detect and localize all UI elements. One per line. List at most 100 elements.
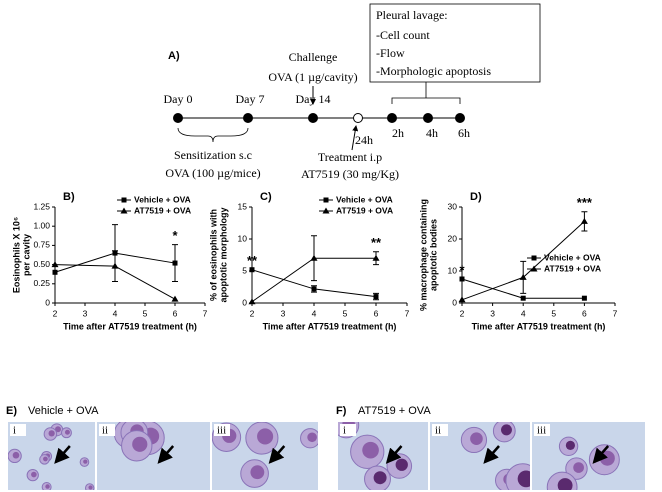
- treatment: Treatment i.p: [318, 150, 382, 164]
- marker: [520, 295, 526, 301]
- y-tick-label: 0: [45, 297, 50, 307]
- arrow: [385, 445, 403, 464]
- y-axis-label: Eosinophils X 10⁶: [11, 217, 21, 293]
- nucleus: [45, 484, 50, 489]
- y-tick-label: 0: [452, 297, 457, 307]
- sensitization: Sensitization s.c: [174, 148, 252, 162]
- image-label: iii: [537, 425, 546, 437]
- arrow: [157, 445, 175, 464]
- image-label: i: [343, 425, 346, 437]
- y-tick-label: 1.25: [33, 201, 50, 211]
- nucleus: [55, 426, 61, 433]
- marker: [322, 207, 330, 214]
- nucleus: [64, 429, 70, 435]
- y-tick-label: 1.00: [33, 220, 50, 230]
- box: [369, 3, 541, 83]
- micrograph: iii: [212, 422, 318, 490]
- x-tick-label: 3: [83, 308, 88, 318]
- challenge: OVA (1 µg/cavity): [268, 70, 357, 84]
- nucleus: [250, 465, 265, 480]
- x-axis-label: Time after AT7519 treatment (h): [472, 321, 606, 331]
- arrow: [592, 445, 610, 464]
- nucleus: [373, 471, 387, 485]
- panel-label: E): [6, 405, 17, 417]
- x-tick-label: 4: [312, 308, 317, 318]
- time-label: Day 0: [164, 92, 193, 106]
- arrow: [268, 445, 286, 464]
- x-tick-label: 6: [582, 308, 587, 318]
- x-tick-label: 2: [460, 308, 465, 318]
- marker: [530, 265, 538, 272]
- marker: [373, 294, 379, 300]
- arrow: [351, 125, 359, 151]
- panel-label: B): [63, 191, 75, 203]
- brace: [177, 127, 249, 143]
- x-tick-label: 3: [281, 308, 286, 318]
- marker: [581, 295, 587, 301]
- y-axis-label: apoptotic bodies: [428, 219, 438, 291]
- panel-label: A): [168, 50, 180, 62]
- panel-label: D): [470, 191, 482, 203]
- marker: [51, 261, 59, 268]
- legend-label: AT7519 + OVA: [336, 205, 393, 215]
- label-bg: [340, 424, 356, 436]
- box-item: -Morphologic apoptosis: [376, 64, 491, 78]
- marker: [459, 276, 465, 282]
- marker: [531, 255, 537, 261]
- sensitization: OVA (100 µg/mice): [165, 166, 260, 180]
- x-tick-label: 5: [143, 308, 148, 318]
- box-item: -Cell count: [376, 28, 430, 42]
- x-tick-label: 4: [113, 308, 118, 318]
- nucleus: [565, 440, 576, 450]
- label-bg: [214, 424, 230, 436]
- panel-label: F): [336, 405, 347, 417]
- x-axis-label: Time after AT7519 treatment (h): [263, 321, 397, 331]
- time-label: 2h: [392, 126, 404, 140]
- legend-label: Vehicle + OVA: [336, 194, 393, 204]
- label-bg: [432, 424, 448, 436]
- marker: [111, 262, 119, 269]
- x-tick-label: 3: [490, 308, 495, 318]
- annotation: **: [371, 235, 382, 250]
- marker: [171, 295, 179, 302]
- marker: [458, 296, 466, 303]
- y-tick-label: 15: [238, 201, 248, 211]
- arrow: [54, 445, 71, 464]
- x-tick-label: 2: [250, 308, 255, 318]
- label-bg: [99, 424, 115, 436]
- x-tick-label: 5: [551, 308, 556, 318]
- time-label: 6h: [458, 126, 470, 140]
- marker: [311, 286, 317, 292]
- time-point: [423, 113, 433, 123]
- y-axis-label: per cavity: [21, 234, 31, 276]
- x-tick-label: 7: [405, 308, 410, 318]
- x-axis-label: Time after AT7519 treatment (h): [63, 321, 197, 331]
- marker: [52, 269, 58, 275]
- nucleus: [557, 478, 573, 490]
- marker: [120, 207, 128, 214]
- marker: [248, 298, 256, 305]
- legend-label: AT7519 + OVA: [544, 263, 601, 273]
- nucleus: [48, 430, 55, 437]
- challenge: Challenge: [289, 50, 338, 64]
- time-label: Day 7: [236, 92, 265, 106]
- marker: [580, 217, 588, 224]
- image-label: i: [13, 425, 16, 437]
- nucleus: [470, 432, 483, 445]
- box-title: Pleural lavage:: [376, 8, 448, 22]
- x-tick-label: 7: [613, 308, 618, 318]
- legend-label: AT7519 + OVA: [134, 205, 191, 215]
- marker: [310, 254, 318, 261]
- panel-title: AT7519 + OVA: [358, 405, 431, 417]
- image-label: ii: [435, 425, 441, 437]
- marker: [121, 197, 127, 203]
- treatment: AT7519 (30 mg/Kg): [301, 167, 399, 181]
- nucleus: [573, 462, 584, 473]
- legend-label: Vehicle + OVA: [544, 252, 601, 262]
- time-point: [173, 113, 183, 123]
- micrograph: i: [338, 422, 428, 490]
- nucleus: [83, 459, 88, 464]
- annotation: *: [459, 262, 465, 277]
- nucleus: [132, 436, 148, 452]
